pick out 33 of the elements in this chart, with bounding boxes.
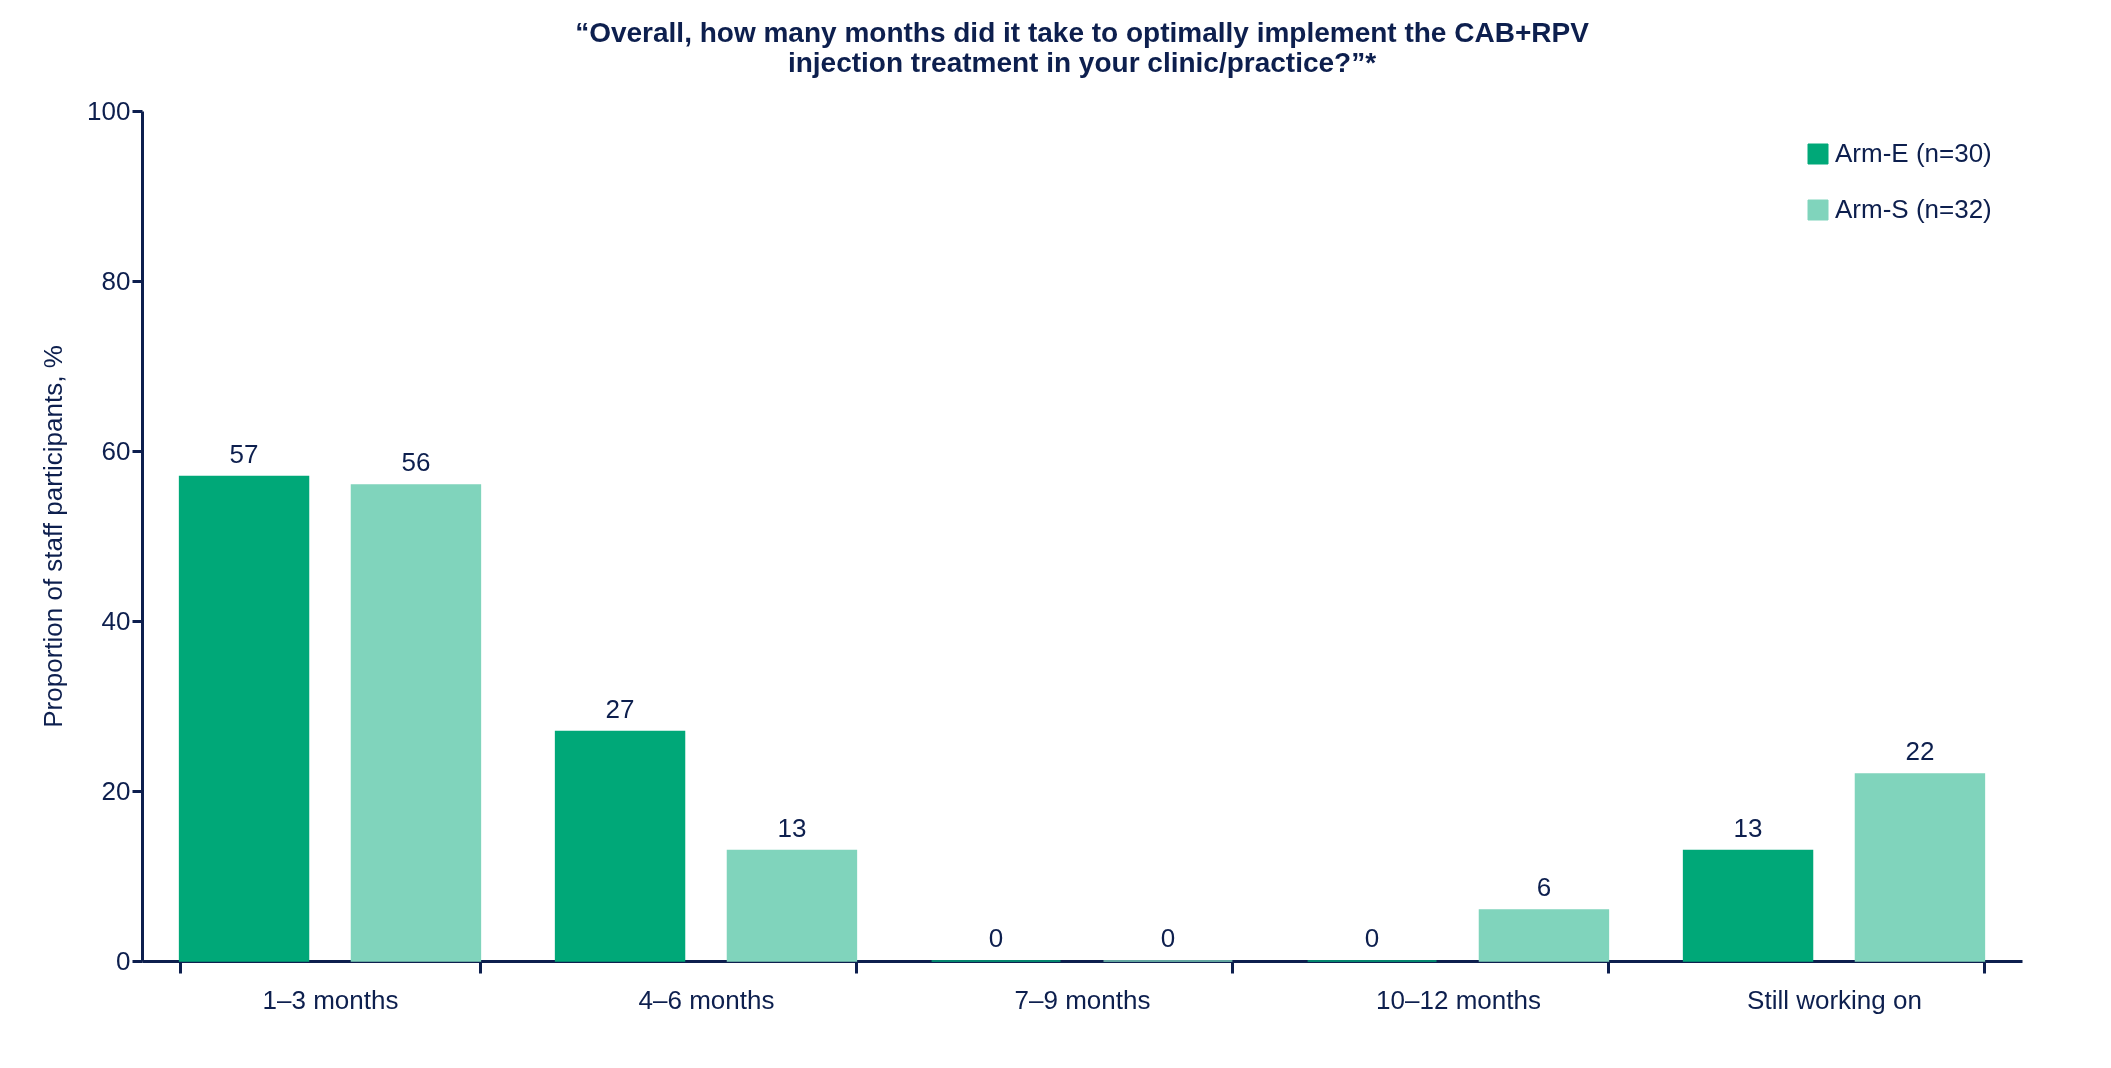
data-label: 22 <box>1905 736 1935 766</box>
data-label: 13 <box>777 812 807 843</box>
x-tick-label: 7–9 months <box>1014 984 1151 1015</box>
y-tick-label: 60 <box>101 435 131 466</box>
y-axis-title: Proportion of staff participants, % <box>38 345 69 728</box>
data-label: 6 <box>1536 872 1552 902</box>
bar <box>726 849 858 962</box>
y-tick-label: 40 <box>101 605 131 636</box>
y-tick-label: 80 <box>101 265 131 296</box>
bar <box>554 730 686 962</box>
data-label: 13 <box>1733 812 1763 843</box>
legend-label: Arm-S (n=32) <box>1835 194 1992 224</box>
bar <box>1682 849 1814 962</box>
data-label: 0 <box>1364 923 1380 953</box>
y-tick-label: 0 <box>116 945 131 976</box>
data-label: 0 <box>988 923 1004 953</box>
legend-label: Arm-E (n=30) <box>1835 138 1992 168</box>
x-tick-label: 4–6 months <box>638 984 775 1015</box>
bar <box>350 484 482 962</box>
x-tick-label: Still working on <box>1747 984 1922 1015</box>
x-tick-label: 10–12 months <box>1376 984 1541 1015</box>
bar <box>178 475 310 962</box>
text: injection treatment in your clinic/practice?”* <box>787 47 1377 78</box>
y-tick-label: 100 <box>87 95 131 126</box>
data-label: 27 <box>605 693 635 724</box>
y-tick-label: 20 <box>101 775 131 806</box>
x-tick-label: 1–3 months <box>262 984 399 1015</box>
data-label: 56 <box>401 447 431 477</box>
bar <box>1478 909 1610 962</box>
data-label: 0 <box>1160 923 1176 953</box>
bar <box>1854 773 1986 962</box>
text: “Overall, how many months did it take to optimally implement the CAB+RPV <box>575 17 1589 48</box>
data-label: 57 <box>229 438 259 469</box>
